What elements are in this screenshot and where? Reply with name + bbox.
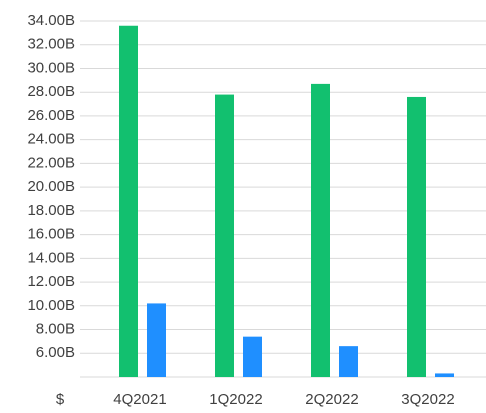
- bar: [339, 346, 358, 377]
- x-tick-label: 4Q2021: [113, 391, 166, 408]
- y-tick-label: 12.00B: [27, 273, 75, 290]
- y-tick-label: 34.00B: [27, 12, 75, 29]
- bar: [215, 94, 234, 377]
- bar: [311, 83, 330, 377]
- y-tick-label: 16.00B: [27, 226, 75, 243]
- y-tick-label: 14.00B: [27, 249, 75, 266]
- x-tick-label: 2Q2022: [305, 391, 358, 408]
- y-tick-label: 22.00B: [27, 154, 75, 171]
- y-tick-label: 20.00B: [27, 178, 75, 195]
- y-tick-label: 24.00B: [27, 131, 75, 148]
- y-tick-label: 30.00B: [27, 59, 75, 76]
- corner-label: $: [56, 391, 65, 408]
- x-tick-label: 3Q2022: [401, 391, 454, 408]
- bar: [435, 373, 454, 377]
- x-tick-label: 1Q2022: [209, 391, 262, 408]
- y-tick-label: 10.00B: [27, 297, 75, 314]
- y-tick-label: 28.00B: [27, 83, 75, 100]
- bar: [243, 336, 262, 377]
- y-tick-label: 18.00B: [27, 202, 75, 219]
- y-tick-label: 32.00B: [27, 36, 75, 53]
- y-tick-label: 26.00B: [27, 107, 75, 124]
- y-tick-label: 8.00B: [36, 321, 75, 338]
- bar: [119, 25, 138, 377]
- bar: [147, 303, 166, 377]
- bar: [407, 96, 426, 378]
- y-tick-label: 6.00B: [36, 344, 75, 361]
